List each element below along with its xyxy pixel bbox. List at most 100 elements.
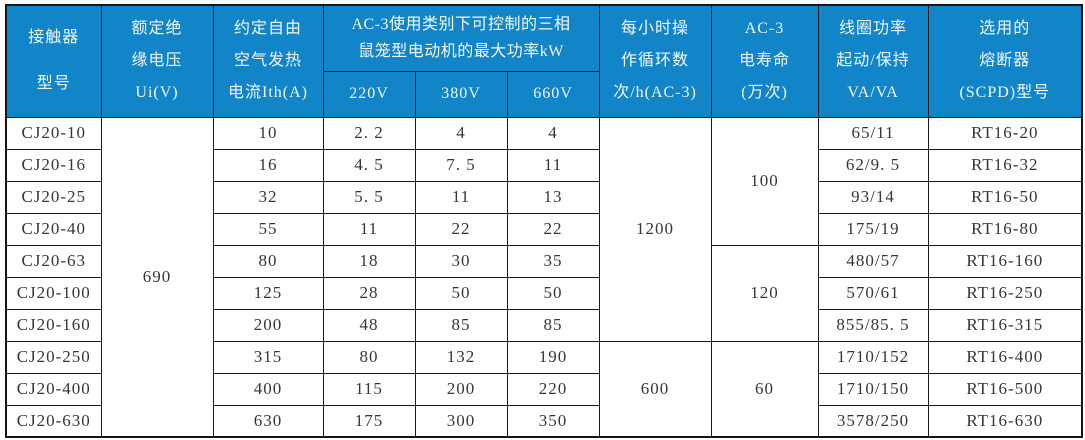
cell-p660: 220 [506,372,600,406]
cell-cycles-1200: 1200 [598,116,712,342]
cell-p380: 22 [414,212,508,246]
cell-fuse: RT16-80 [927,212,1083,246]
header-220v: 220V [322,70,416,118]
cell-fuse: RT16-400 [927,340,1083,374]
cell-p660: 85 [506,308,600,342]
cell-ith: 16 [212,148,324,182]
cell-p380: 300 [414,404,508,438]
cell-p220: 5. 5 [322,180,416,214]
cell-p220: 175 [322,404,416,438]
contactor-spec-table: 接触器 型号 额定绝 缘电压 Ui(V) 约定自由 空气发热 电流Ith(A) … [5,4,1084,438]
cell-fuse: RT16-500 [927,372,1083,406]
table-row: CJ20-100 125 28 50 50 570/61 RT16-250 [5,276,1083,310]
table-row: CJ20-400 400 115 200 220 1710/150 RT16-5… [5,372,1083,406]
cell-ith: 80 [212,244,324,278]
cell-fuse: RT16-315 [927,308,1083,342]
cell-model: CJ20-630 [5,404,102,438]
cell-p220: 115 [322,372,416,406]
cell-ith: 200 [212,308,324,342]
cell-ith: 630 [212,404,324,438]
table-row: CJ20-63 80 18 30 35 120 480/57 RT16-160 [5,244,1083,342]
header-thermal-current: 约定自由 空气发热 电流Ith(A) [212,4,324,118]
cell-life-60: 60 [710,340,819,438]
cell-ith: 55 [212,212,324,246]
table-header: 接触器 型号 额定绝 缘电压 Ui(V) 约定自由 空气发热 电流Ith(A) … [5,4,1083,118]
cell-life-100: 100 [710,116,819,246]
cell-p380: 132 [414,340,508,374]
cell-model: CJ20-400 [5,372,102,406]
table-row: CJ20-40 55 11 22 22 175/19 RT16-80 [5,212,1083,246]
cell-coil: 480/57 [817,244,929,278]
cell-ith: 32 [212,180,324,214]
cell-p660: 4 [506,116,600,150]
cell-p660: 13 [506,180,600,214]
cell-p220: 18 [322,244,416,278]
cell-model: CJ20-63 [5,244,102,278]
cell-p660: 11 [506,148,600,182]
contactor-spec-table-wrap: 接触器 型号 额定绝 缘电压 Ui(V) 约定自由 空气发热 电流Ith(A) … [5,4,1084,438]
cell-coil: 855/85. 5 [817,308,929,342]
header-contactor-model: 接触器 型号 [5,4,102,118]
cell-p380: 30 [414,244,508,278]
cell-ith: 400 [212,372,324,406]
cell-p380: 7. 5 [414,148,508,182]
cell-p380: 200 [414,372,508,406]
cell-p220: 80 [322,340,416,374]
cell-cycles-600: 600 [598,340,712,438]
table-body: CJ20-10 690 10 2. 2 4 4 1200 100 65/11 R… [5,116,1083,438]
header-operating-cycles: 每小时操 作循环数 次/h(AC-3) [598,4,712,118]
cell-fuse: RT16-50 [927,180,1083,214]
cell-coil: 93/14 [817,180,929,214]
cell-p220: 28 [322,276,416,310]
header-380v: 380V [414,70,508,118]
cell-p380: 50 [414,276,508,310]
header-660v: 660V [506,70,600,118]
cell-model: CJ20-25 [5,180,102,214]
cell-p660: 22 [506,212,600,246]
table-row: CJ20-630 630 175 300 350 3578/250 RT16-6… [5,404,1083,438]
cell-fuse: RT16-630 [927,404,1083,438]
cell-ith: 315 [212,340,324,374]
cell-model: CJ20-16 [5,148,102,182]
cell-ith: 10 [212,116,324,150]
cell-p660: 190 [506,340,600,374]
cell-ith: 125 [212,276,324,310]
cell-coil: 175/19 [817,212,929,246]
cell-p660: 350 [506,404,600,438]
cell-p220: 4. 5 [322,148,416,182]
cell-model: CJ20-10 [5,116,102,150]
header-ac3-max-motor-power: AC-3使用类别下可控制的三相 鼠笼型电动机的最大功率kW [322,4,600,72]
cell-model: CJ20-40 [5,212,102,246]
table-row: CJ20-25 32 5. 5 11 13 93/14 RT16-50 [5,180,1083,214]
cell-model: CJ20-250 [5,340,102,374]
cell-fuse: RT16-20 [927,116,1083,150]
cell-p660: 50 [506,276,600,310]
cell-p380: 85 [414,308,508,342]
cell-coil: 1710/152 [817,340,929,374]
cell-p220: 48 [322,308,416,342]
cell-coil: 3578/250 [817,404,929,438]
table-row: CJ20-160 200 48 85 85 855/85. 5 RT16-315 [5,308,1083,342]
cell-p380: 11 [414,180,508,214]
cell-model: CJ20-160 [5,308,102,342]
cell-fuse: RT16-160 [927,244,1083,278]
cell-p220: 2. 2 [322,116,416,150]
cell-p220: 11 [322,212,416,246]
cell-coil: 62/9. 5 [817,148,929,182]
header-coil-power: 线圈功率 起动/保持 VA/VA [817,4,929,118]
cell-coil: 1710/150 [817,372,929,406]
table-row: CJ20-250 315 80 132 190 600 60 1710/152 … [5,340,1083,438]
cell-p380: 4 [414,116,508,150]
cell-model: CJ20-100 [5,276,102,310]
table-row: CJ20-10 690 10 2. 2 4 4 1200 100 65/11 R… [5,116,1083,438]
cell-fuse: RT16-250 [927,276,1083,310]
cell-ui-merged: 690 [100,116,214,438]
cell-coil: 65/11 [817,116,929,150]
cell-life-120: 120 [710,244,819,342]
header-fuse-scpd: 选用的 熔断器 (SCPD)型号 [927,4,1083,118]
cell-coil: 570/61 [817,276,929,310]
table-row: CJ20-16 16 4. 5 7. 5 11 62/9. 5 RT16-32 [5,148,1083,182]
cell-fuse: RT16-32 [927,148,1083,182]
cell-p660: 35 [506,244,600,278]
header-electrical-life: AC-3 电寿命 (万次) [710,4,819,118]
